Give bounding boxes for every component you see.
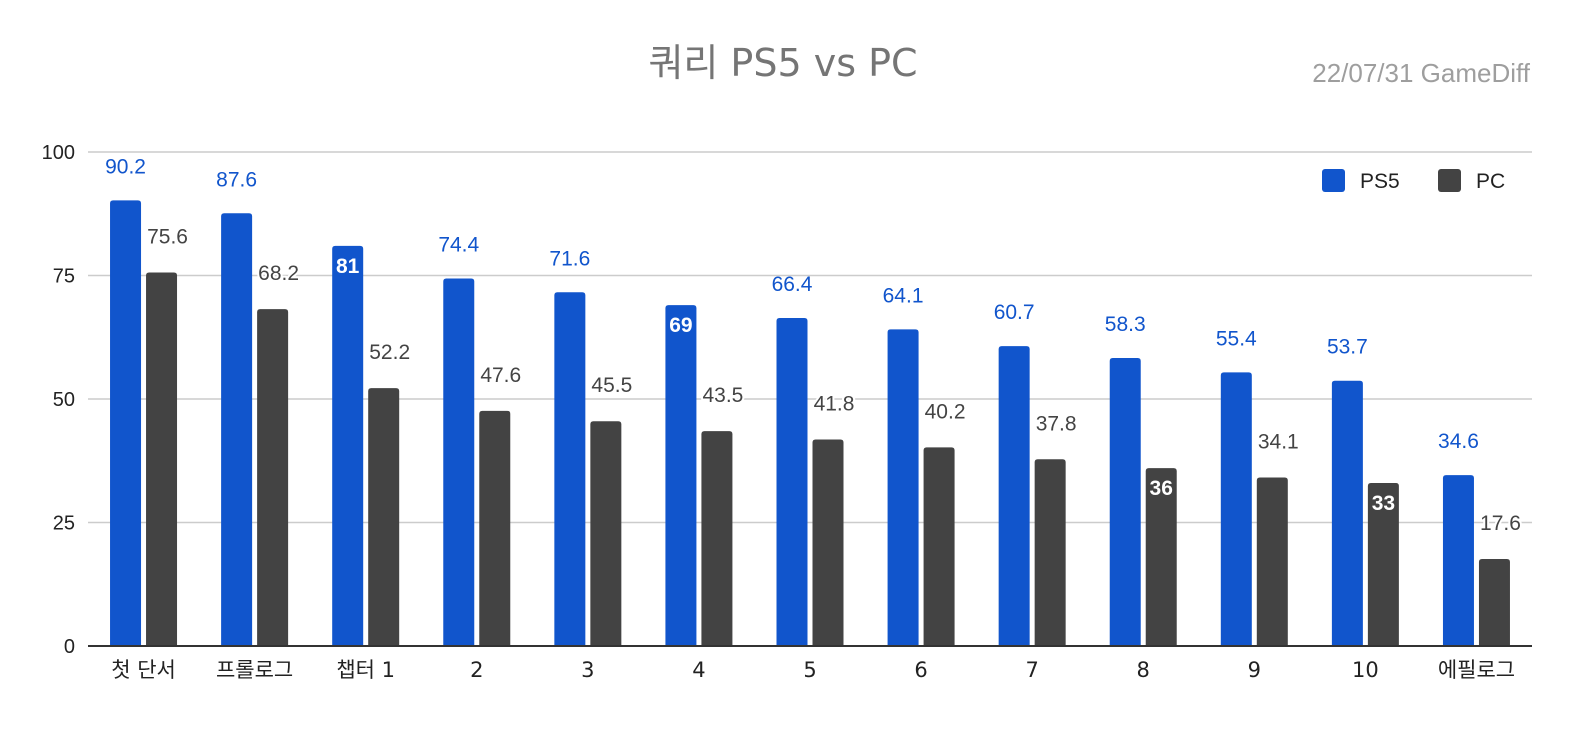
y-tick-label: 50 [53, 389, 75, 411]
data-label-pc: 37.8 [1036, 412, 1077, 435]
data-label-ps5: 64.1 [883, 284, 924, 307]
bar-pc [1256, 477, 1288, 646]
data-label-pc: 40.2 [925, 400, 966, 423]
bar-ps5 [1442, 475, 1474, 646]
bar-pc [1478, 559, 1510, 646]
y-tick-label: 100 [42, 142, 75, 164]
data-label-ps5: 34.6 [1438, 430, 1479, 453]
data-label-ps5: 90.2 [105, 155, 146, 178]
bar-pc [368, 388, 400, 646]
bar-ps5 [554, 292, 586, 646]
y-tick-label: 75 [53, 266, 75, 288]
bar-ps5 [332, 245, 364, 647]
legend-swatch-pc [1438, 169, 1461, 192]
bar-ps5 [887, 329, 919, 646]
data-label-ps5: 53.7 [1327, 336, 1368, 359]
bar-ps5 [998, 346, 1030, 646]
bar-pc [1145, 468, 1177, 646]
bar-ps5 [665, 305, 697, 646]
bar-pc [479, 410, 511, 646]
bar-ps5 [110, 200, 142, 647]
data-label-ps5: 87.6 [216, 168, 257, 191]
data-label-pc: 33 [1372, 492, 1395, 515]
y-tick-label: 0 [64, 636, 75, 658]
x-tick-label: 8 [1137, 658, 1150, 682]
x-tick-label: 6 [914, 658, 927, 682]
x-tick-label: 에필로그 [1438, 658, 1515, 682]
bar-pc [146, 272, 178, 646]
bar-pc [812, 439, 844, 646]
data-label-pc: 34.1 [1258, 431, 1299, 454]
chart-watermark: 22/07/31 GameDiff [1312, 58, 1531, 88]
legend: PS5 PC [1322, 169, 1505, 193]
bar-ps5 [221, 213, 253, 647]
bar-pc [590, 421, 622, 646]
x-tick-label: 10 [1352, 658, 1379, 682]
data-labels: 90.2 75.6 87.6 68.2 81 52.2 74.4 47.6 71.6 45.5 69… [105, 155, 1523, 537]
x-tick-label: 9 [1248, 658, 1261, 682]
data-label-pc: 36 [1150, 477, 1173, 500]
x-tick-label: 첫 단서 [111, 658, 176, 682]
data-label-ps5: 58.3 [1105, 313, 1146, 336]
x-tick-label: 챕터 1 [336, 658, 395, 682]
legend-label-pc: PC [1476, 170, 1505, 193]
x-tick-label: 3 [581, 658, 594, 682]
bar-ps5 [776, 317, 808, 646]
data-label-pc: 75.6 [147, 226, 188, 249]
x-tick-label: 2 [470, 658, 483, 682]
legend-label-ps5: PS5 [1360, 170, 1400, 193]
x-tick-label: 프롤로그 [216, 658, 293, 682]
bar-ps5 [1109, 357, 1141, 646]
data-label-pc: 52.2 [369, 341, 410, 364]
data-label-ps5: 74.4 [438, 233, 479, 256]
bar-pc [257, 309, 289, 646]
bar-pc [1034, 459, 1066, 646]
data-label-pc: 68.2 [258, 262, 299, 285]
data-label-ps5: 71.6 [549, 247, 590, 270]
data-label-ps5: 69 [669, 314, 692, 337]
chart-title: 쿼리 PS5 vs PC [648, 41, 917, 85]
data-label-pc: 17.6 [1480, 512, 1521, 535]
y-tick-label: 25 [53, 513, 75, 535]
gridlines [88, 151, 1532, 524]
data-label-ps5: 60.7 [994, 301, 1035, 324]
bar-ps5 [1220, 372, 1252, 646]
bar-ps5 [443, 278, 475, 646]
data-label-pc: 47.6 [480, 364, 521, 387]
data-label-pc: 41.8 [814, 393, 855, 416]
bar-pc [923, 447, 955, 646]
bar-pc [1367, 482, 1399, 646]
x-tick-label: 5 [803, 658, 816, 682]
data-label-pc: 45.5 [591, 374, 632, 397]
legend-swatch-ps5 [1322, 169, 1345, 192]
x-tick-label: 7 [1025, 658, 1038, 682]
data-label-pc: 43.5 [702, 384, 743, 407]
bar-ps5 [1331, 380, 1363, 646]
y-axis: 0 25 50 75 100 [42, 142, 75, 658]
x-tick-label: 4 [692, 658, 705, 682]
bars [110, 200, 1510, 647]
data-label-ps5: 55.4 [1216, 327, 1257, 350]
data-label-ps5: 66.4 [772, 273, 813, 296]
bar-pc [701, 431, 733, 646]
data-label-ps5: 81 [336, 255, 360, 278]
x-axis: 첫 단서 프롤로그 챕터 1 2 3 4 5 6 7 8 9 10 에필로그 [88, 645, 1532, 682]
